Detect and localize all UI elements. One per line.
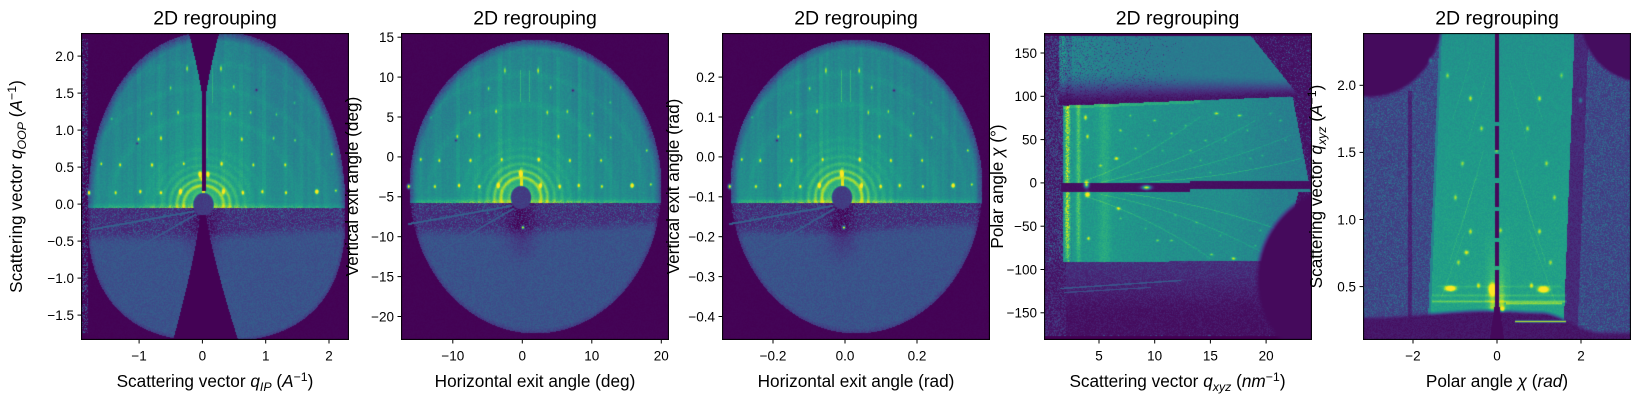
svg-text:Scattering vector qxyz (nm−1): Scattering vector qxyz (nm−1): [1069, 370, 1285, 394]
svg-text:Polar angle χ (rad): Polar angle χ (rad): [1426, 371, 1568, 391]
svg-text:0.5: 0.5: [55, 160, 74, 175]
svg-text:−0.2: −0.2: [760, 349, 787, 364]
svg-text:0.2: 0.2: [696, 70, 715, 85]
svg-text:10: 10: [1147, 349, 1162, 364]
svg-text:2: 2: [325, 349, 333, 364]
svg-text:15: 15: [1203, 349, 1218, 364]
svg-text:0.2: 0.2: [908, 349, 927, 364]
svg-text:5: 5: [386, 110, 394, 125]
svg-text:10: 10: [584, 349, 599, 364]
svg-text:−5: −5: [379, 190, 394, 205]
svg-text:−1.0: −1.0: [47, 271, 74, 286]
svg-text:150: 150: [1014, 46, 1037, 61]
svg-text:0: 0: [199, 349, 207, 364]
svg-text:−15: −15: [371, 269, 394, 284]
svg-text:−100: −100: [1007, 262, 1037, 277]
svg-text:2D regrouping: 2D regrouping: [794, 8, 918, 30]
svg-text:50: 50: [1022, 132, 1037, 147]
svg-text:2D regrouping: 2D regrouping: [1435, 8, 1559, 30]
svg-text:100: 100: [1014, 89, 1037, 104]
svg-text:1.5: 1.5: [1337, 145, 1356, 160]
svg-text:−10: −10: [371, 230, 394, 245]
svg-text:Polar angle χ (°): Polar angle χ (°): [987, 124, 1007, 248]
svg-text:2.0: 2.0: [1337, 78, 1356, 93]
svg-text:Scattering vector qIP (A−1): Scattering vector qIP (A−1): [117, 370, 314, 394]
svg-text:20: 20: [1259, 349, 1274, 364]
svg-text:−50: −50: [1014, 219, 1037, 234]
svg-text:1.0: 1.0: [1337, 212, 1356, 227]
svg-text:1.5: 1.5: [55, 86, 74, 101]
svg-text:−0.1: −0.1: [688, 190, 715, 205]
svg-text:−10: −10: [441, 349, 464, 364]
svg-text:0: 0: [519, 349, 527, 364]
svg-text:0.1: 0.1: [696, 110, 715, 125]
svg-text:1.0: 1.0: [55, 123, 74, 138]
svg-text:−1.5: −1.5: [47, 308, 74, 323]
svg-text:−150: −150: [1007, 306, 1037, 321]
svg-text:0.0: 0.0: [55, 197, 74, 212]
svg-text:0.5: 0.5: [1337, 279, 1356, 294]
svg-text:1: 1: [262, 349, 270, 364]
svg-text:Vertical exit angle (deg): Vertical exit angle (deg): [342, 97, 362, 277]
svg-text:5: 5: [1095, 349, 1103, 364]
svg-text:−0.2: −0.2: [688, 230, 715, 245]
svg-text:0: 0: [386, 150, 394, 165]
svg-text:2: 2: [1577, 349, 1585, 364]
svg-text:2D regrouping: 2D regrouping: [1116, 8, 1240, 30]
svg-text:10: 10: [379, 70, 394, 85]
svg-text:Horizontal exit angle (rad): Horizontal exit angle (rad): [758, 371, 955, 391]
svg-text:2D regrouping: 2D regrouping: [153, 8, 277, 30]
svg-text:−20: −20: [371, 309, 394, 324]
svg-text:0.0: 0.0: [696, 150, 715, 165]
svg-text:0: 0: [1493, 349, 1501, 364]
svg-text:Scattering vector qOOP (A−1): Scattering vector qOOP (A−1): [5, 80, 29, 293]
svg-text:0: 0: [1029, 176, 1037, 191]
svg-text:20: 20: [654, 349, 669, 364]
svg-text:−0.4: −0.4: [688, 309, 715, 324]
svg-text:Scattering vector qxyz (A−1): Scattering vector qxyz (A−1): [1305, 85, 1329, 289]
svg-text:2.0: 2.0: [55, 49, 74, 64]
svg-text:15: 15: [379, 30, 394, 45]
svg-text:−1: −1: [131, 349, 146, 364]
svg-text:−0.3: −0.3: [688, 269, 715, 284]
svg-text:0.0: 0.0: [836, 349, 855, 364]
svg-text:Vertical exit angle (rad): Vertical exit angle (rad): [663, 99, 683, 275]
svg-text:−2: −2: [1405, 349, 1420, 364]
svg-text:−0.5: −0.5: [47, 234, 74, 249]
svg-text:Horizontal exit angle (deg): Horizontal exit angle (deg): [435, 371, 636, 391]
svg-text:2D regrouping: 2D regrouping: [473, 8, 597, 30]
